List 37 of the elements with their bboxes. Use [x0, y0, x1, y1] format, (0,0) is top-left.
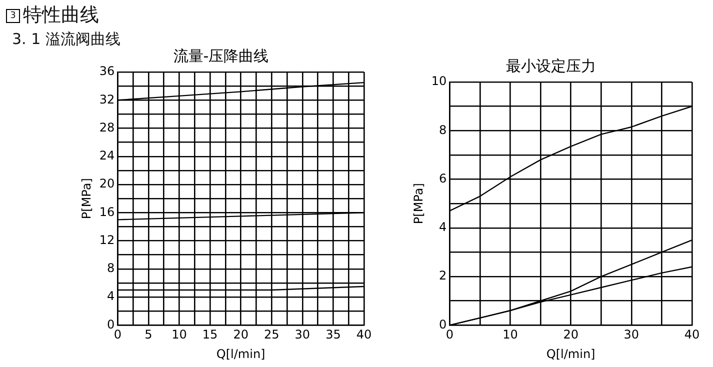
x-tick-label: 5 [144, 328, 152, 342]
x-tick-label: 40 [356, 328, 372, 342]
y-tick-label: 12 [99, 232, 115, 247]
y-axis-title: P[MPa] [411, 183, 426, 224]
x-tick-label: 30 [294, 328, 310, 342]
y-tick-label: 32 [99, 92, 115, 106]
text: 特性曲线 [23, 4, 99, 26]
y-tick-label: 4 [107, 289, 115, 304]
y-tick-label: 36 [99, 64, 115, 78]
x-axis-title: Q[l/min] [216, 346, 266, 361]
x-tick-label: 40 [684, 328, 700, 342]
chart-title: 流量-压降曲线 [173, 46, 269, 65]
y-tick-label: 0 [439, 317, 447, 332]
y-tick-label: 24 [99, 148, 115, 163]
y-tick-label: 20 [99, 176, 115, 191]
x-tick-label: 20 [563, 328, 578, 342]
x-tick-label: 20 [233, 328, 248, 342]
x-tick-label: 10 [502, 328, 518, 342]
y-axis-title: P[MPa] [79, 178, 94, 220]
chart-title: 最小设定压力 [506, 56, 596, 75]
y-tick-label: 16 [99, 204, 115, 219]
x-tick-label: 35 [326, 328, 341, 342]
text: 3 [6, 8, 20, 23]
text: 3. 1 溢流阀曲线 [12, 30, 120, 49]
x-tick-label: 15 [202, 328, 218, 342]
y-tick-label: 2 [439, 268, 447, 283]
y-tick-label: 0 [107, 317, 115, 332]
x-tick-label: 10 [172, 328, 187, 342]
y-tick-label: 10 [431, 74, 447, 88]
y-tick-label: 4 [439, 220, 447, 234]
y-tick-label: 8 [107, 261, 115, 276]
y-tick-label: 28 [99, 120, 115, 134]
y-tick-label: 8 [439, 122, 447, 137]
x-tick-label: 25 [264, 328, 280, 342]
x-axis-title: Q[l/min] [546, 346, 596, 361]
y-tick-label: 6 [439, 171, 447, 186]
x-tick-label: 30 [624, 328, 640, 342]
